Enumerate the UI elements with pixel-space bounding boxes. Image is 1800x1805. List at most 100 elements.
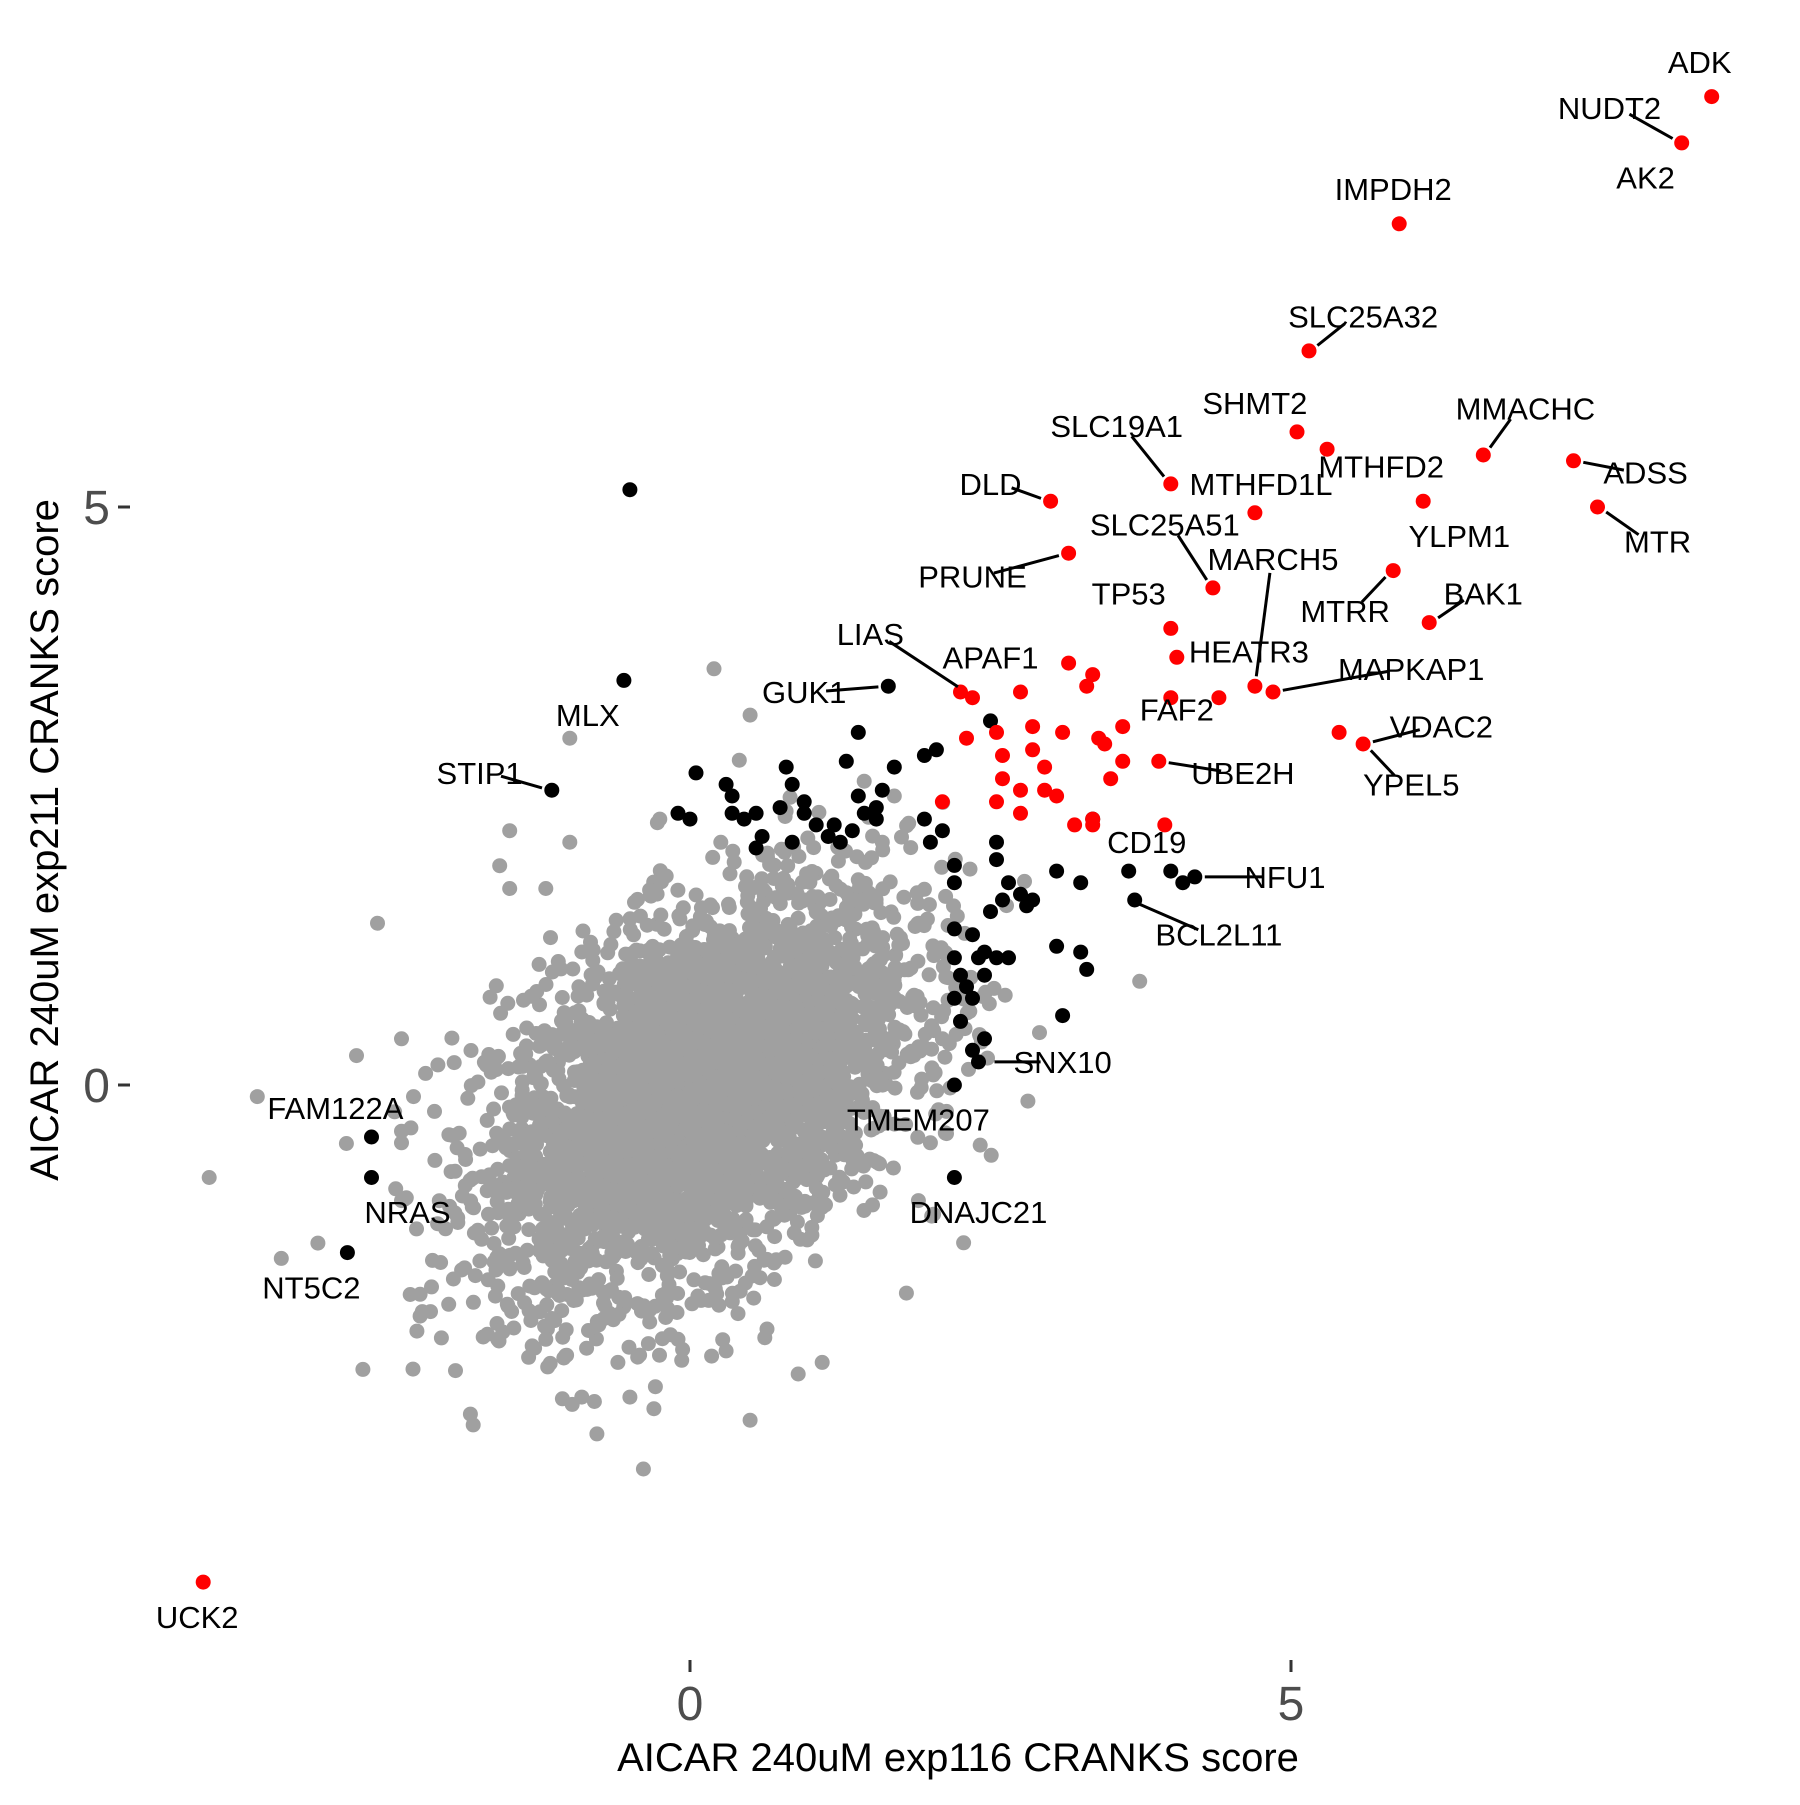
- gray-point: [640, 1125, 656, 1141]
- point-label: SLC25A51: [1090, 507, 1240, 542]
- red-point: [1115, 753, 1131, 769]
- gray-point: [711, 1297, 727, 1313]
- gray-point: [739, 869, 755, 885]
- gray-point: [427, 1152, 443, 1168]
- gray-point: [690, 1288, 706, 1304]
- gray-point: [649, 1091, 665, 1107]
- gray-point: [622, 1389, 638, 1405]
- gray-point: [797, 1193, 813, 1209]
- black-point: [1025, 892, 1041, 908]
- black-point: [616, 672, 632, 688]
- gray-point: [670, 1331, 686, 1347]
- gray-point: [855, 999, 871, 1015]
- y-tick-label: 5: [83, 482, 110, 535]
- gray-point: [753, 960, 769, 976]
- gray-point: [857, 986, 873, 1002]
- gray-point: [1020, 1093, 1036, 1109]
- point-label: NRAS: [364, 1195, 450, 1230]
- gray-point: [842, 931, 858, 947]
- gray-point: [896, 889, 912, 905]
- gray-point: [983, 1147, 999, 1163]
- gray-point: [554, 1211, 570, 1227]
- gray-point: [601, 1075, 617, 1091]
- point-label: APAF1: [943, 640, 1039, 675]
- red-point: [1115, 719, 1131, 735]
- gray-point: [645, 1110, 661, 1126]
- point-label: NUDT2: [1558, 91, 1661, 126]
- red-point: [1704, 89, 1720, 105]
- gray-point: [444, 1030, 460, 1046]
- black-point: [989, 852, 1004, 868]
- red-point: [1421, 615, 1437, 631]
- gray-point: [781, 1184, 797, 1200]
- gray-point: [698, 913, 714, 929]
- gray-point: [733, 1134, 749, 1150]
- gray-point: [641, 942, 657, 958]
- gray-point: [418, 1065, 434, 1081]
- point-label: SLC19A1: [1050, 409, 1183, 444]
- gray-point: [863, 1122, 879, 1138]
- gray-point: [394, 1123, 409, 1139]
- gray-point: [626, 927, 642, 943]
- gray-point: [790, 1366, 806, 1382]
- black-point: [1121, 863, 1137, 879]
- red-point: [1013, 684, 1028, 700]
- gray-point: [797, 978, 813, 994]
- black-point: [820, 829, 836, 844]
- gray-point: [722, 1012, 737, 1028]
- gray-point: [623, 1192, 639, 1208]
- gray-point: [652, 1210, 668, 1226]
- gray-point: [956, 1235, 972, 1251]
- gray-point: [874, 834, 890, 850]
- gray-point: [460, 1090, 476, 1106]
- gray-point: [540, 1164, 556, 1180]
- black-point: [995, 892, 1010, 908]
- point-label: FAM122A: [267, 1091, 403, 1126]
- gray-point: [568, 1089, 583, 1105]
- gray-point: [492, 858, 508, 874]
- red-point: [1211, 690, 1227, 706]
- gray-point: [670, 1160, 686, 1176]
- point-label: TMEM207: [847, 1103, 990, 1138]
- gray-point: [718, 1343, 734, 1359]
- red-point: [1590, 499, 1605, 515]
- gray-point: [946, 898, 961, 914]
- gray-point: [922, 1135, 938, 1151]
- black-point: [796, 805, 812, 821]
- gray-point: [886, 788, 902, 804]
- gray-point: [808, 904, 824, 920]
- gray-point: [780, 858, 796, 874]
- point-label: MARCH5: [1208, 542, 1339, 577]
- black-point: [989, 950, 1004, 966]
- gray-point: [698, 1192, 714, 1208]
- red-point: [1205, 580, 1221, 596]
- gray-point: [686, 1117, 702, 1133]
- gray-point: [818, 1197, 833, 1213]
- red-point: [1097, 736, 1113, 752]
- gray-point: [587, 1081, 603, 1097]
- black-point: [1049, 938, 1065, 954]
- black-point: [965, 1042, 980, 1058]
- black-point: [748, 840, 764, 856]
- red-point: [1055, 724, 1071, 740]
- gray-point: [502, 823, 518, 839]
- red-point: [1566, 453, 1581, 469]
- black-point: [977, 1031, 992, 1047]
- gray-point: [763, 1055, 779, 1071]
- gray-point: [529, 984, 545, 999]
- gray-point: [433, 1255, 449, 1270]
- gray-point: [928, 1106, 944, 1122]
- gray-point: [640, 1247, 656, 1263]
- gray-point: [604, 1215, 620, 1230]
- point-label: MAPKAP1: [1338, 652, 1484, 687]
- black-point: [886, 759, 902, 775]
- gray-point: [467, 1268, 483, 1284]
- gray-point: [722, 866, 738, 882]
- gray-point: [476, 1054, 492, 1070]
- point-label: SLC25A32: [1288, 299, 1438, 334]
- gray-point: [532, 1038, 547, 1054]
- gray-point: [509, 1158, 525, 1174]
- gray-point: [704, 1348, 720, 1364]
- black-point: [1079, 961, 1095, 977]
- gray-point: [792, 1231, 808, 1247]
